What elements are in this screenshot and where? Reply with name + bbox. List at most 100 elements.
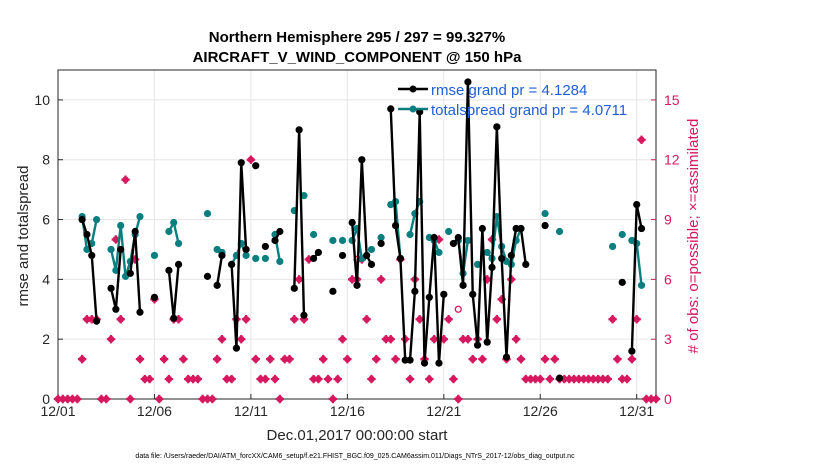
obs-marker [372, 354, 381, 364]
obs-marker [511, 334, 521, 344]
spread-point [117, 221, 125, 230]
rmse-point [391, 221, 400, 230]
spread-point [165, 227, 173, 236]
obs-marker [343, 354, 352, 364]
rmse-point [213, 281, 221, 289]
rmse-segment [500, 257, 508, 359]
spread-point [618, 230, 626, 239]
rmse-point [174, 260, 183, 269]
x-tick-label: 12/26 [523, 403, 558, 419]
obs-marker-cross [492, 315, 502, 324]
obs-marker [164, 374, 174, 384]
obs-marker [270, 374, 280, 384]
rmse-segment [461, 80, 470, 287]
obs-marker-cross [444, 315, 453, 324]
obs-marker [237, 334, 246, 344]
spread-point [309, 230, 318, 239]
x-axis-label: Dec.01,2017 00:00:00 start [267, 427, 449, 444]
obs-marker [454, 394, 463, 404]
obs-marker [212, 354, 222, 364]
obs-marker [531, 374, 540, 384]
obs-marker-cross [164, 374, 174, 384]
rmse-point [237, 159, 245, 167]
rmse-point [136, 308, 144, 316]
obs-marker-cross [126, 394, 135, 404]
obs-marker-cross [212, 354, 222, 364]
spread-point [445, 227, 453, 236]
rmse-point [464, 78, 472, 86]
rmse-point [107, 284, 115, 292]
obs-marker [285, 354, 294, 364]
obs-marker [540, 354, 550, 364]
rmse-point [555, 374, 564, 382]
rmse-segment [240, 161, 248, 251]
obs-marker [622, 374, 632, 384]
spread-point [637, 281, 646, 289]
y-axis-label: rmse and totalspread [15, 166, 32, 307]
legend-rmse-label: rmse grand pr = 4.1284 [431, 82, 587, 99]
rmse-point [430, 233, 438, 242]
rmse-point [92, 317, 101, 325]
rmse-segment [399, 257, 407, 362]
rmse-point [517, 224, 525, 233]
rmse-point [112, 305, 120, 313]
obs-marker [102, 394, 111, 404]
obs-marker [126, 394, 135, 404]
obs-marker-cross [241, 315, 251, 324]
rmse-point [522, 260, 530, 269]
obs-marker-cross [405, 374, 415, 384]
rmse-segment [519, 227, 527, 266]
obs-marker-cross [425, 374, 434, 384]
spread-point [261, 254, 269, 263]
obs-marker-cross [367, 374, 376, 384]
rmse-segment [114, 248, 122, 311]
obs-marker [429, 334, 439, 344]
rmse-point [252, 162, 260, 170]
obs-marker [246, 155, 256, 164]
rmse-segment [355, 158, 364, 287]
y2-axis-label: # of obs: o=possible; ×=assimilated [685, 119, 702, 354]
obs-marker-cross [608, 315, 617, 324]
rmse-point [387, 105, 395, 113]
rmse-segment [293, 128, 301, 290]
spread-point [464, 236, 472, 245]
spread-point [150, 251, 159, 260]
obs-marker-cross [540, 354, 550, 364]
rmse-point [290, 284, 298, 292]
rmse-segment [481, 227, 489, 344]
legend-spread-marker [409, 105, 417, 113]
obs-marker [188, 374, 198, 384]
obs-marker-cross [261, 374, 270, 384]
obs-marker-cross [454, 394, 463, 404]
rmse-point [353, 281, 361, 289]
spread-point [435, 248, 443, 257]
rmse-segment [235, 161, 243, 350]
rmse-segment [495, 125, 503, 260]
obs-marker-cross [338, 334, 347, 344]
rmse-point [276, 227, 284, 236]
obs-marker [280, 354, 289, 364]
spread-point [300, 192, 308, 200]
rmse-segment [394, 224, 402, 260]
rmse-point [338, 251, 347, 260]
obs-marker-cross [376, 275, 386, 284]
rmse-point [242, 245, 250, 254]
spread-point [203, 209, 212, 218]
obs-marker [261, 374, 270, 384]
rmse-segment [215, 254, 224, 287]
rmse-segment [476, 227, 484, 347]
obs-marker [386, 334, 395, 344]
obs-marker [275, 394, 285, 404]
y2-tick-label: 15 [664, 92, 680, 108]
obs-marker-cross [622, 374, 632, 384]
rmse-point [150, 293, 159, 301]
rmse-point [478, 224, 486, 233]
y-tick-label: 2 [42, 331, 50, 347]
spread-point [473, 260, 482, 269]
rmse-segment [466, 80, 474, 296]
obs-marker [319, 354, 328, 364]
obs-marker-cross [478, 354, 487, 364]
obs-marker-cross [251, 354, 260, 364]
y-tick-label: 10 [34, 92, 50, 108]
obs-marker [613, 354, 622, 364]
